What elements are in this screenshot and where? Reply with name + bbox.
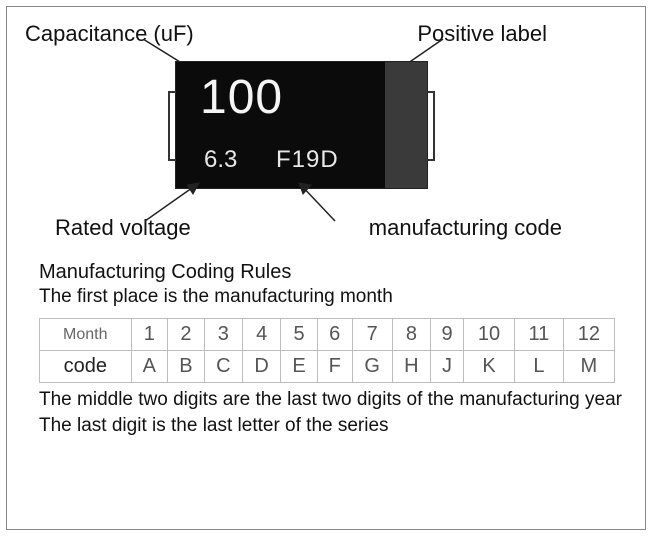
code-cell: A <box>131 351 168 383</box>
month-cell: 7 <box>352 319 392 351</box>
code-cell: M <box>563 351 614 383</box>
label-mfg-code: manufacturing code <box>369 215 562 241</box>
coding-title: Manufacturing Coding Rules <box>39 261 627 284</box>
month-code-table: Month 1 2 3 4 5 6 7 8 9 10 11 12 code A … <box>39 318 615 383</box>
capacitor-code: F19D <box>276 146 339 174</box>
top-labels-row: Capacitance (uF) Positive label <box>25 21 627 47</box>
capacitor-lead-left <box>168 91 176 161</box>
arrow-mfgcode <box>291 175 351 223</box>
month-cell: 10 <box>463 319 514 351</box>
table-header-month: Month <box>40 319 132 351</box>
capacitor-positive-band <box>385 62 427 188</box>
code-cell: F <box>317 351 352 383</box>
coding-line1: The first place is the manufacturing mon… <box>39 286 627 308</box>
capacitor-lead-right <box>427 91 435 161</box>
capacitor-value: 100 <box>200 70 283 125</box>
capacitor-area: 100 6.3 F19D <box>25 47 627 217</box>
month-cell: 1 <box>131 319 168 351</box>
table-row: code A B C D E F G H J K L M <box>40 351 615 383</box>
month-cell: 6 <box>317 319 352 351</box>
month-cell: 8 <box>392 319 430 351</box>
coding-note2: The last digit is the last letter of the… <box>39 415 627 437</box>
capacitor-body: 100 6.3 F19D <box>175 61 428 189</box>
month-cell: 12 <box>563 319 614 351</box>
code-cell: C <box>204 351 242 383</box>
month-cell: 2 <box>168 319 205 351</box>
month-cell: 9 <box>431 319 464 351</box>
coding-note1: The middle two digits are the last two d… <box>39 389 627 411</box>
code-cell: G <box>352 351 392 383</box>
month-cell: 3 <box>204 319 242 351</box>
arrow-voltage <box>145 175 215 223</box>
diagram-frame: Capacitance (uF) Positive label 100 6.3 … <box>6 6 646 530</box>
month-cell: 5 <box>281 319 318 351</box>
code-cell: E <box>281 351 318 383</box>
code-cell: H <box>392 351 430 383</box>
month-cell: 11 <box>515 319 564 351</box>
table-header-code: code <box>40 351 132 383</box>
code-cell: L <box>515 351 564 383</box>
capacitor-voltage: 6.3 <box>204 146 237 174</box>
code-cell: D <box>242 351 280 383</box>
table-row: Month 1 2 3 4 5 6 7 8 9 10 11 12 <box>40 319 615 351</box>
code-cell: J <box>431 351 464 383</box>
code-cell: K <box>463 351 514 383</box>
month-cell: 4 <box>242 319 280 351</box>
code-cell: B <box>168 351 205 383</box>
